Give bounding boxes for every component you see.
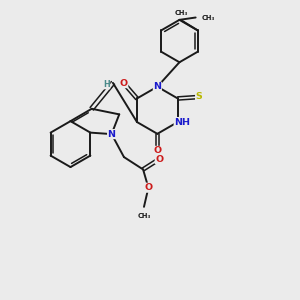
Text: N: N [108,130,116,139]
Text: CH₃: CH₃ [137,213,151,219]
Text: CH₃: CH₃ [202,14,215,20]
Text: S: S [196,92,202,101]
Text: O: O [144,183,152,192]
Text: O: O [120,79,128,88]
Text: N: N [153,82,161,91]
Text: H: H [103,80,110,89]
Text: NH: NH [174,118,190,127]
Text: O: O [153,146,161,155]
Text: CH₃: CH₃ [174,10,188,16]
Text: O: O [155,154,164,164]
